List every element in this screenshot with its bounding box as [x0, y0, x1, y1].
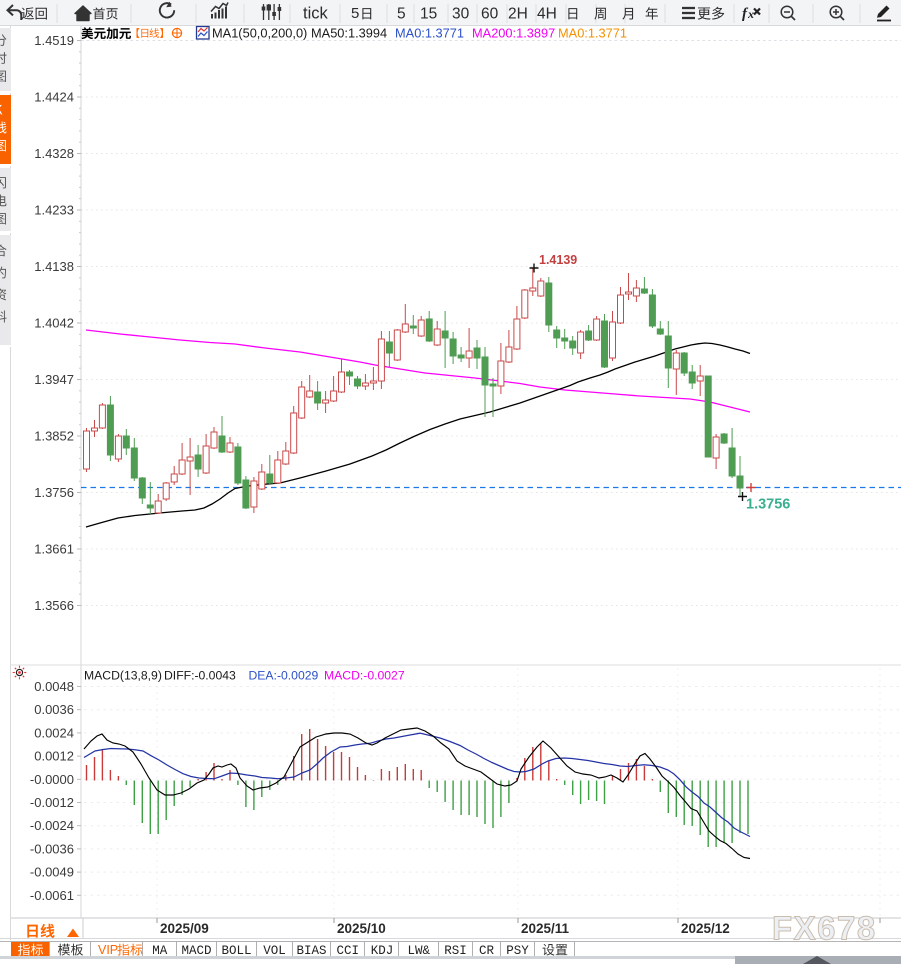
svg-text:1.4519: 1.4519 — [34, 33, 74, 48]
svg-text:VIP: VIP — [98, 943, 118, 957]
svg-text:2H: 2H — [508, 6, 528, 23]
svg-text:DIFF:-0.0043: DIFF:-0.0043 — [164, 669, 236, 683]
svg-text:-0.0000: -0.0000 — [30, 772, 74, 787]
svg-text:MACD: MACD — [181, 944, 211, 958]
svg-text:MA200:1.3897: MA200:1.3897 — [472, 26, 555, 41]
svg-text:LW&: LW& — [407, 944, 430, 958]
svg-text:BOLL: BOLL — [221, 944, 251, 958]
svg-text:FX678: FX678 — [772, 910, 877, 947]
svg-text:1.3566: 1.3566 — [34, 598, 74, 613]
svg-text:1.3947: 1.3947 — [34, 372, 74, 387]
svg-text:5: 5 — [351, 5, 359, 22]
svg-text:1.4233: 1.4233 — [34, 203, 74, 218]
svg-text:0.0012: 0.0012 — [34, 749, 74, 764]
svg-text:2025/09: 2025/09 — [160, 921, 209, 936]
svg-text:30: 30 — [452, 6, 470, 23]
svg-text:MACD(13,8,9): MACD(13,8,9) — [84, 669, 162, 683]
svg-text:4H: 4H — [537, 6, 557, 23]
svg-text:2025/10: 2025/10 — [337, 921, 386, 936]
svg-text:1.3756: 1.3756 — [746, 497, 790, 513]
svg-text:-0.0012: -0.0012 — [30, 795, 74, 810]
svg-text:60: 60 — [481, 6, 499, 23]
svg-text:1.4138: 1.4138 — [34, 259, 74, 274]
svg-text:2025/11: 2025/11 — [521, 921, 570, 936]
svg-text:1.3756: 1.3756 — [34, 485, 74, 500]
svg-text:0.0024: 0.0024 — [34, 725, 74, 740]
svg-text:-0.0036: -0.0036 — [30, 841, 74, 856]
svg-text:1.3661: 1.3661 — [34, 542, 74, 557]
svg-text:1.4424: 1.4424 — [34, 90, 74, 105]
svg-text:RSI: RSI — [444, 944, 467, 958]
svg-text:BIAS: BIAS — [296, 944, 326, 958]
svg-text:MA50:1.3994: MA50:1.3994 — [311, 26, 387, 41]
svg-text:DEA:-0.0029: DEA:-0.0029 — [249, 669, 319, 683]
svg-text:VOL: VOL — [263, 944, 286, 958]
svg-text:MA1(50,0,200,0): MA1(50,0,200,0) — [212, 26, 307, 41]
svg-text:0.0048: 0.0048 — [34, 679, 74, 694]
svg-text:1.3852: 1.3852 — [34, 429, 74, 444]
svg-text:1.4328: 1.4328 — [34, 146, 74, 161]
svg-text:tick: tick — [303, 5, 329, 23]
svg-text:1.4139: 1.4139 — [539, 253, 577, 267]
svg-text:MA0:1.3771: MA0:1.3771 — [558, 26, 627, 41]
svg-text:2025/12: 2025/12 — [681, 921, 730, 936]
svg-text:MACD:-0.0027: MACD:-0.0027 — [324, 669, 405, 683]
svg-text:CR: CR — [479, 944, 495, 958]
svg-text:MA0:1.3771: MA0:1.3771 — [395, 26, 464, 41]
svg-text:f: f — [742, 6, 749, 22]
svg-text:KDJ: KDJ — [371, 944, 394, 958]
svg-text:15: 15 — [420, 6, 437, 23]
svg-text:1.4042: 1.4042 — [34, 316, 74, 331]
svg-text:5: 5 — [397, 6, 406, 23]
svg-text:PSY: PSY — [506, 944, 529, 958]
svg-text:CCI: CCI — [336, 944, 359, 958]
svg-text:MA: MA — [152, 944, 168, 958]
svg-text:-0.0061: -0.0061 — [30, 888, 74, 903]
svg-text:-0.0049: -0.0049 — [30, 865, 74, 880]
svg-text:x: x — [747, 7, 754, 21]
svg-text:-0.0024: -0.0024 — [30, 818, 74, 833]
svg-text:0.0036: 0.0036 — [34, 702, 74, 717]
